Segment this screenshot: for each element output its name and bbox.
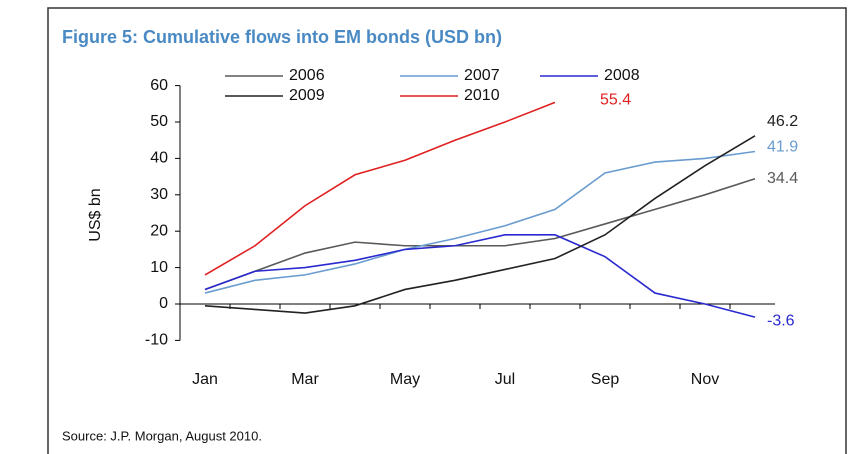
series-line bbox=[204, 178, 756, 291]
legend-label: 2009 bbox=[289, 87, 325, 104]
y-tick-label: 50 bbox=[150, 113, 168, 130]
y-tick-label: -10 bbox=[145, 332, 168, 349]
x-tick-label: Sep bbox=[591, 371, 620, 388]
x-tick-label: May bbox=[390, 371, 420, 388]
x-tick-label: Nov bbox=[691, 371, 719, 388]
legend-label: 2007 bbox=[464, 67, 500, 84]
y-tick-label: 60 bbox=[150, 77, 168, 94]
data-label: 34.4 bbox=[767, 170, 798, 187]
x-tick-label: Jul bbox=[495, 371, 515, 388]
y-tick-label: 30 bbox=[150, 186, 168, 203]
series-line bbox=[204, 135, 756, 314]
y-tick-label: 40 bbox=[150, 150, 168, 167]
x-tick-label: Jan bbox=[192, 371, 218, 388]
data-label: 55.4 bbox=[600, 92, 631, 109]
x-tick-label: Mar bbox=[291, 371, 319, 388]
series-line bbox=[204, 234, 756, 318]
y-tick-label: 20 bbox=[150, 222, 168, 239]
data-label: 41.9 bbox=[767, 139, 798, 156]
legend-label: 2010 bbox=[464, 87, 500, 104]
series-line bbox=[204, 150, 756, 294]
chart-title: Figure 5: Cumulative flows into EM bonds… bbox=[62, 27, 502, 47]
source: Source: J.P. Morgan, August 2010. bbox=[62, 428, 262, 443]
data-label: 46.2 bbox=[767, 113, 798, 130]
y-axis-label: US$ bn bbox=[87, 188, 104, 241]
y-tick-label: 0 bbox=[159, 295, 168, 312]
y-tick-label: 10 bbox=[150, 259, 168, 276]
legend-label: 2006 bbox=[289, 67, 325, 84]
data-label: -3.6 bbox=[767, 312, 795, 329]
legend-label: 2008 bbox=[604, 67, 640, 84]
frame bbox=[47, 7, 847, 454]
series-line bbox=[204, 101, 556, 276]
